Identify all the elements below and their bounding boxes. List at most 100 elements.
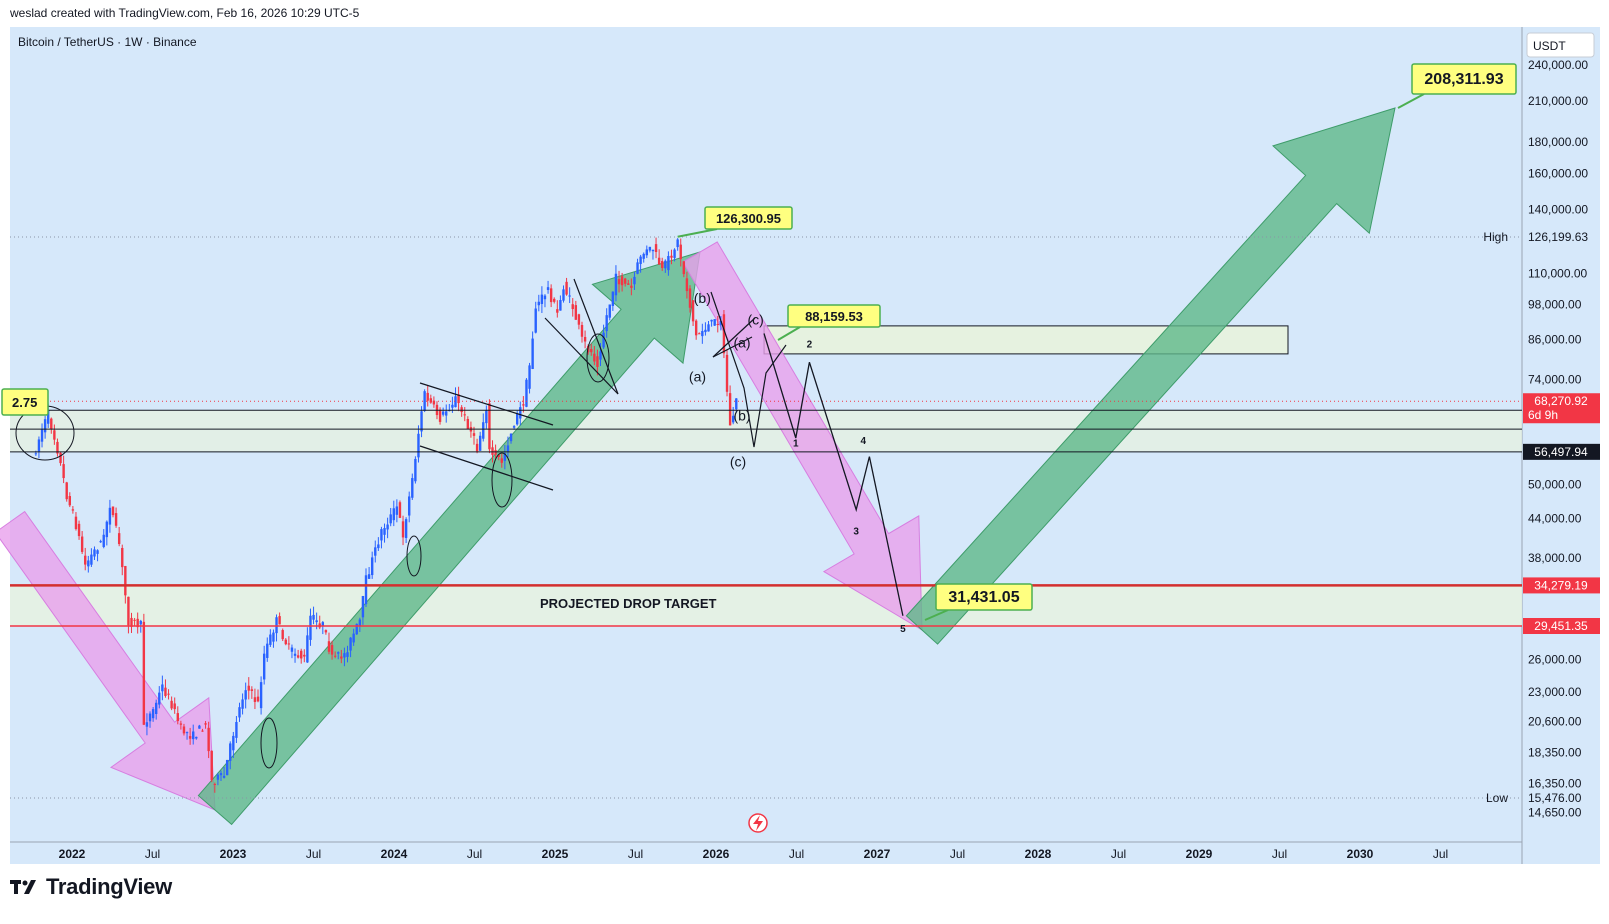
candle-body — [296, 655, 300, 658]
candle-body — [352, 633, 355, 643]
candle-body — [664, 260, 667, 269]
time-tick-label[interactable]: 2025 — [542, 847, 569, 861]
candle-body — [596, 356, 599, 367]
time-tick-label[interactable]: Jul — [789, 847, 804, 861]
price-axis[interactable]: 240,000.00 210,000.00 180,000.00 160,000.00… — [1483, 58, 1600, 820]
candle-body — [478, 435, 482, 451]
time-tick-label[interactable]: 2029 — [1186, 847, 1213, 861]
candle-body — [565, 281, 568, 295]
time-tick-label[interactable]: 2028 — [1025, 847, 1052, 861]
price-tick-label[interactable]: 160,000.00 — [1528, 167, 1588, 181]
candle-body — [503, 453, 507, 461]
candle-body — [466, 418, 470, 430]
price-badge-current[interactable] — [1523, 393, 1600, 424]
candle-body — [691, 300, 695, 322]
price-tick-label[interactable]: 98,000.00 — [1528, 298, 1582, 312]
price-badge-support[interactable] — [1523, 443, 1600, 460]
candle-body — [728, 393, 732, 426]
price-tick-label[interactable]: 86,000.00 — [1528, 333, 1582, 347]
candle-body — [71, 509, 75, 511]
price-tick-label[interactable]: 14,650.00 — [1528, 806, 1582, 820]
callout-pointer — [677, 228, 718, 238]
time-tick-label[interactable]: Jul — [628, 847, 643, 861]
time-tick-label[interactable]: 2022 — [59, 847, 86, 861]
callout-text: 31,431.05 — [948, 589, 1019, 606]
time-axis[interactable]: 2022 Jul 2023 Jul 2024 Jul 2025 Jul 2026 Jul 2027 J… — [59, 847, 1449, 861]
candle-body — [117, 533, 121, 545]
price-tick-label[interactable]: 44,000.00 — [1528, 512, 1582, 526]
candle-body — [281, 630, 284, 640]
projected-drop-zone — [10, 585, 1522, 626]
time-tick-label[interactable]: Jul — [1433, 847, 1448, 861]
candle-body — [685, 278, 689, 292]
time-tick-label[interactable]: Jul — [145, 847, 160, 861]
price-tick-label[interactable]: 74,000.00 — [1528, 373, 1582, 387]
price-badge-zone-top[interactable] — [1523, 577, 1600, 594]
price-tick-label[interactable]: 180,000.00 — [1528, 135, 1588, 149]
candle-body — [398, 502, 402, 518]
time-tick-label[interactable]: Jul — [950, 847, 965, 861]
candle-body — [43, 419, 47, 433]
low-marker-value: 15,476.00 — [1528, 791, 1582, 805]
price-badge-value[interactable]: 34,279.19 — [1534, 578, 1588, 592]
price-tick-label[interactable]: 26,000.00 — [1528, 652, 1582, 666]
projected-decline-arrow — [682, 241, 923, 631]
candle-body — [701, 331, 704, 337]
currency-selector[interactable]: USDT — [1526, 32, 1595, 58]
candle-body — [451, 404, 454, 408]
price-tick-label[interactable]: 210,000.00 — [1528, 94, 1588, 108]
tradingview-logo[interactable]: TradingView — [10, 874, 172, 900]
candle-body — [574, 305, 578, 320]
candle-body — [670, 255, 673, 258]
time-tick-label[interactable]: 2023 — [220, 847, 247, 861]
price-tick-label[interactable]: 240,000.00 — [1528, 58, 1588, 72]
price-tick-label[interactable]: 20,600.00 — [1528, 715, 1582, 729]
candle-body — [475, 443, 479, 452]
projected-drop-label: PROJECTED DROP TARGET — [540, 596, 717, 611]
candle-body — [735, 398, 738, 410]
price-badge-value[interactable]: 68,270.92 — [1534, 394, 1588, 408]
highlight-ellipse-2023 — [260, 717, 278, 769]
time-tick-label[interactable]: Jul — [1111, 847, 1126, 861]
candle-body — [266, 643, 269, 658]
candle-body — [238, 707, 241, 718]
currency-label[interactable]: USDT — [1533, 39, 1566, 53]
price-badge-zone-bottom[interactable] — [1523, 618, 1600, 634]
candle-body — [96, 550, 99, 554]
time-tick-label[interactable]: Jul — [306, 847, 321, 861]
price-tick-label[interactable]: 18,350.00 — [1528, 745, 1582, 759]
candle-body — [312, 614, 315, 620]
candle-body — [108, 507, 112, 525]
time-tick-label[interactable]: 2026 — [703, 847, 730, 861]
time-tick-label[interactable]: 2030 — [1347, 847, 1374, 861]
candle-body — [188, 736, 192, 739]
candle-body — [136, 618, 139, 628]
candle-body — [321, 622, 325, 626]
currency-selector-box[interactable] — [1526, 32, 1595, 58]
candle-body — [593, 353, 596, 362]
price-tick-label[interactable]: 140,000.00 — [1528, 202, 1588, 216]
time-tick-label[interactable]: 2024 — [381, 847, 408, 861]
time-tick-label[interactable]: Jul — [467, 847, 482, 861]
price-tick-label[interactable]: 23,000.00 — [1528, 685, 1582, 699]
abc-correction-path — [710, 291, 787, 448]
price-tick-label[interactable]: 110,000.00 — [1528, 267, 1587, 281]
candle-body — [90, 554, 93, 565]
time-tick-label[interactable]: Jul — [1272, 847, 1287, 861]
candle-body — [142, 621, 146, 725]
candle-body — [195, 736, 198, 739]
price-tick-label[interactable]: 38,000.00 — [1528, 551, 1582, 565]
candle-body — [639, 256, 642, 264]
price-tick-label[interactable]: 16,350.00 — [1528, 776, 1582, 790]
time-tick-label[interactable]: 2027 — [864, 847, 891, 861]
wave-label: (c) — [730, 453, 746, 469]
candle-body — [250, 689, 254, 691]
channel-top-line — [419, 382, 554, 426]
price-badge-value[interactable]: 56,497.94 — [1534, 445, 1588, 459]
candle-body — [124, 565, 127, 596]
highlight-ellipse-2025 — [586, 333, 610, 383]
price-tick-label[interactable]: 50,000.00 — [1528, 478, 1582, 492]
price-badge-value[interactable]: 29,451.35 — [1534, 619, 1588, 633]
lightning-icon[interactable] — [748, 813, 768, 833]
